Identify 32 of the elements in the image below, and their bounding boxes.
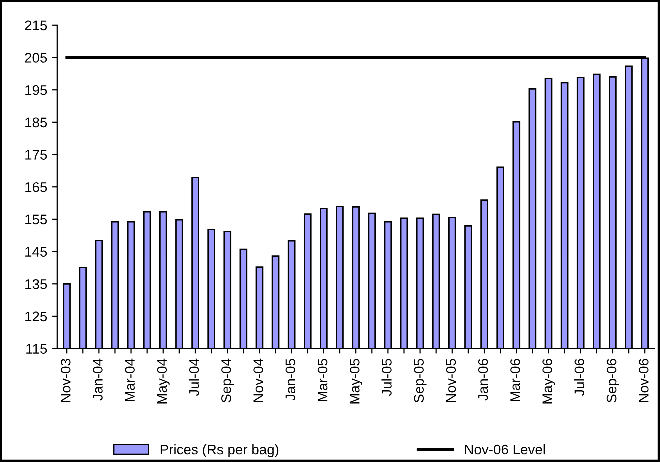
- x-tick-label: Jul-05: [382, 359, 392, 396]
- x-tick-label: Jan-05: [286, 359, 296, 401]
- x-tick-label: Jan-06: [478, 359, 488, 401]
- x-tick-label: May-04: [157, 358, 170, 404]
- x-tick-label: Jul-06: [574, 359, 585, 396]
- y-tick-label: 145: [26, 247, 48, 257]
- y-tick-label: 165: [26, 182, 48, 192]
- y-tick-label: 175: [26, 150, 48, 160]
- x-tick-label: Sep-06: [606, 359, 620, 403]
- x-tick-label: May-06: [542, 359, 556, 404]
- x-tick-label: Mar-06: [510, 359, 520, 402]
- x-tick-label: Nov-05: [446, 359, 456, 402]
- x-tick-label: Sep-04: [222, 358, 234, 403]
- x-tick-label: Sep-05: [414, 359, 427, 403]
- y-tick-label: 195: [26, 85, 48, 96]
- x-tick-label: Jul-04: [189, 358, 200, 396]
- x-tick-label: Nov-06: [638, 359, 649, 402]
- y-tick-label: 155: [26, 214, 48, 225]
- x-tick-label: Mar-04: [125, 358, 136, 402]
- y-tick-label: 215: [25, 20, 48, 31]
- x-tick-label: Jan-04: [93, 358, 103, 401]
- x-tick-label: Mar-05: [318, 359, 328, 402]
- legend-label: Nov-06 Level: [465, 444, 546, 455]
- x-tick-label: Nov-04: [254, 358, 264, 402]
- y-tick-label: 135: [26, 279, 48, 290]
- x-tick-label: Nov-03: [60, 359, 71, 402]
- y-tick-label: 125: [26, 312, 48, 322]
- y-tick-label: 115: [26, 344, 48, 354]
- y-tick-label: 185: [26, 118, 48, 128]
- legend-label: Prices (Rs per bag): [160, 444, 279, 458]
- x-tick-label: May-05: [350, 359, 363, 404]
- y-tick-label: 205: [25, 53, 48, 63]
